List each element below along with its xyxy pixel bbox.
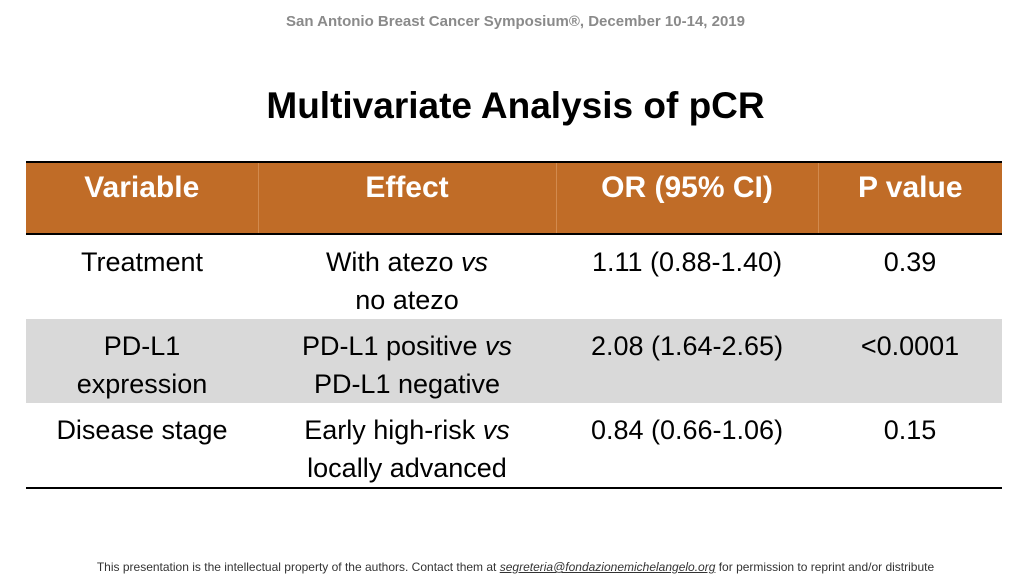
or-cell: 2.08 (1.64-2.65) bbox=[556, 319, 818, 403]
effect-b-text: PD-L1 negative bbox=[313, 369, 501, 399]
results-table: Variable Effect OR (95% CI) P value Trea… bbox=[26, 161, 1002, 489]
variable-cell: Disease stage bbox=[26, 403, 258, 489]
column-header-p-value: P value bbox=[817, 161, 1002, 235]
or-cell: 1.11 (0.88-1.40) bbox=[591, 247, 783, 277]
column-header-variable: Variable bbox=[26, 161, 258, 235]
variable-text: PD-L1 bbox=[103, 331, 181, 361]
effect-a-text: With atezo bbox=[325, 247, 454, 277]
variable-cell: PD-L1 expression bbox=[26, 319, 258, 403]
p-value-cell: 0.39 bbox=[883, 247, 937, 277]
effect-a-text: PD-L1 positive bbox=[301, 331, 478, 361]
effect-cell: With atezo vs no atezo bbox=[258, 234, 556, 319]
slide-title: Multivariate Analysis of pCR bbox=[266, 85, 765, 126]
column-header-or: OR (95% CI) bbox=[555, 161, 818, 235]
table-header-row: Variable Effect OR (95% CI) P value bbox=[26, 161, 1002, 235]
or-cell: 0.84 (0.66-1.06) bbox=[556, 403, 818, 489]
variable-text-line2: expression bbox=[76, 369, 208, 399]
vs-text: vs bbox=[485, 331, 513, 361]
contact-email-link[interactable]: segreteria@fondazionemichelangelo.org bbox=[499, 560, 716, 574]
column-header-effect: Effect bbox=[257, 161, 556, 235]
footer-text-after: for permission to reprint and/or distrib… bbox=[715, 560, 935, 574]
footer-text-before: This presentation is the intellectual pr… bbox=[96, 560, 500, 574]
effect-b-text: no atezo bbox=[355, 285, 459, 315]
effect-cell: Early high-risk vs locally advanced bbox=[258, 403, 556, 489]
p-value-cell: 0.15 bbox=[818, 403, 1002, 489]
vs-text: vs bbox=[461, 247, 489, 277]
effect-cell: PD-L1 positive vs PD-L1 negative bbox=[258, 319, 556, 403]
variable-text: Disease stage bbox=[56, 415, 228, 445]
conference-header: San Antonio Breast Cancer Symposium®, De… bbox=[285, 13, 745, 30]
table-row: Treatment With atezo vs no atezo 1.11 (0.… bbox=[26, 234, 1002, 319]
effect-a-text: Early high-risk bbox=[304, 415, 476, 445]
copyright-footer: This presentation is the intellectual pr… bbox=[0, 560, 1031, 574]
variable-cell: Treatment bbox=[26, 234, 258, 319]
vs-text: vs bbox=[482, 415, 510, 445]
effect-b-text: locally advanced bbox=[307, 453, 507, 483]
p-value-cell: <0.0001 bbox=[818, 319, 1002, 403]
table-row: Disease stage Early high-risk vs locally … bbox=[26, 403, 1002, 489]
variable-text: Treatment bbox=[80, 247, 204, 277]
table-row: PD-L1 expression PD-L1 positive vs PD-L1 n… bbox=[26, 319, 1002, 403]
